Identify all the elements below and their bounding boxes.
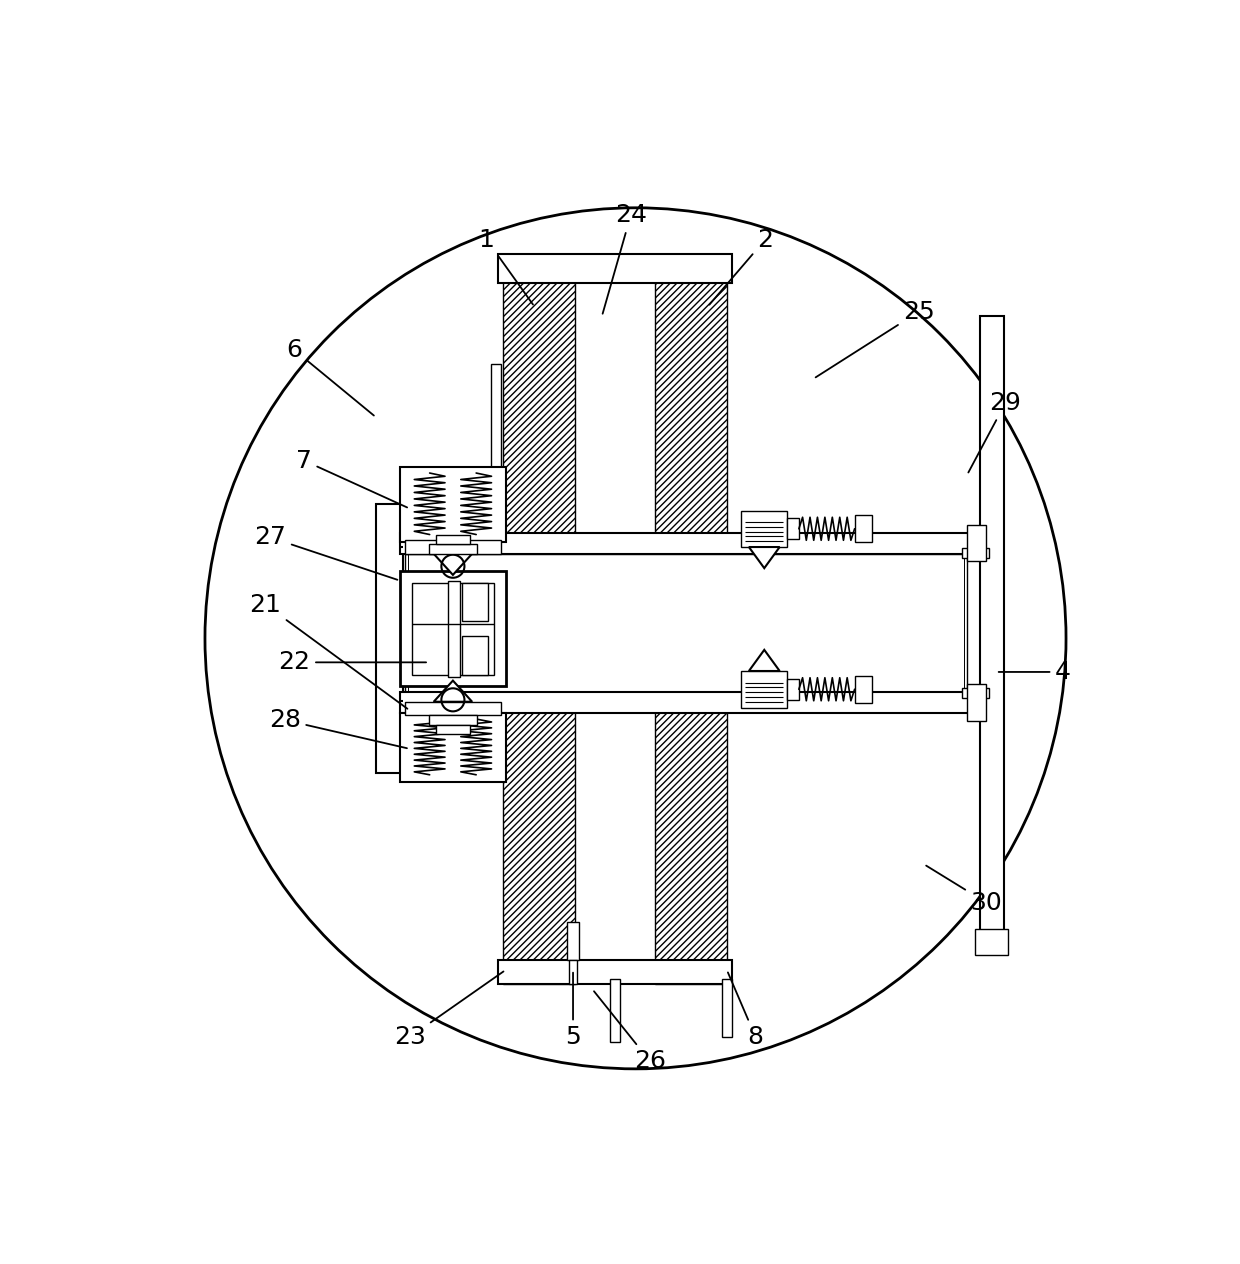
- Bar: [503, 254, 575, 556]
- Bar: [787, 518, 799, 540]
- Bar: [401, 571, 506, 686]
- Bar: [401, 468, 506, 542]
- Bar: [742, 671, 787, 708]
- Bar: [722, 980, 732, 1038]
- Polygon shape: [749, 650, 780, 671]
- Bar: [404, 702, 501, 715]
- Bar: [376, 504, 403, 772]
- Bar: [412, 583, 495, 675]
- Text: 7: 7: [296, 449, 407, 507]
- Bar: [742, 511, 787, 547]
- Bar: [967, 525, 986, 561]
- Text: 6: 6: [286, 337, 374, 416]
- Bar: [854, 516, 872, 542]
- Text: 29: 29: [968, 391, 1022, 473]
- Bar: [967, 684, 986, 720]
- Text: 22: 22: [278, 651, 427, 675]
- Bar: [980, 316, 1003, 932]
- Bar: [429, 544, 477, 554]
- Bar: [461, 583, 489, 621]
- Bar: [461, 636, 489, 675]
- Bar: [655, 254, 727, 556]
- Bar: [401, 693, 972, 713]
- Bar: [854, 676, 872, 703]
- Text: 2: 2: [709, 228, 774, 305]
- Bar: [787, 679, 799, 700]
- Text: 21: 21: [249, 593, 408, 709]
- Text: 23: 23: [394, 972, 503, 1049]
- Text: 27: 27: [254, 526, 397, 580]
- Polygon shape: [749, 547, 780, 568]
- Text: 8: 8: [728, 972, 764, 1049]
- Bar: [975, 929, 1008, 956]
- Bar: [429, 715, 477, 724]
- Text: 30: 30: [926, 866, 1002, 915]
- Text: 28: 28: [269, 708, 407, 748]
- Text: 4: 4: [998, 660, 1071, 684]
- Bar: [569, 961, 577, 985]
- Text: 26: 26: [594, 991, 666, 1073]
- Bar: [404, 540, 501, 554]
- Polygon shape: [434, 680, 472, 702]
- Bar: [448, 580, 460, 676]
- Bar: [962, 549, 990, 557]
- Bar: [498, 961, 732, 985]
- Bar: [491, 364, 501, 556]
- Bar: [435, 535, 470, 544]
- Bar: [401, 532, 972, 554]
- Bar: [962, 689, 990, 698]
- Bar: [503, 710, 575, 985]
- Bar: [655, 710, 727, 985]
- Text: 24: 24: [603, 204, 647, 313]
- Bar: [401, 713, 506, 782]
- Bar: [435, 724, 470, 734]
- Bar: [610, 980, 620, 1042]
- Text: 25: 25: [816, 300, 935, 378]
- Text: 1: 1: [479, 228, 533, 305]
- Bar: [404, 554, 967, 693]
- Bar: [567, 921, 579, 961]
- Text: 5: 5: [565, 972, 580, 1049]
- Polygon shape: [434, 554, 472, 575]
- Bar: [498, 254, 732, 283]
